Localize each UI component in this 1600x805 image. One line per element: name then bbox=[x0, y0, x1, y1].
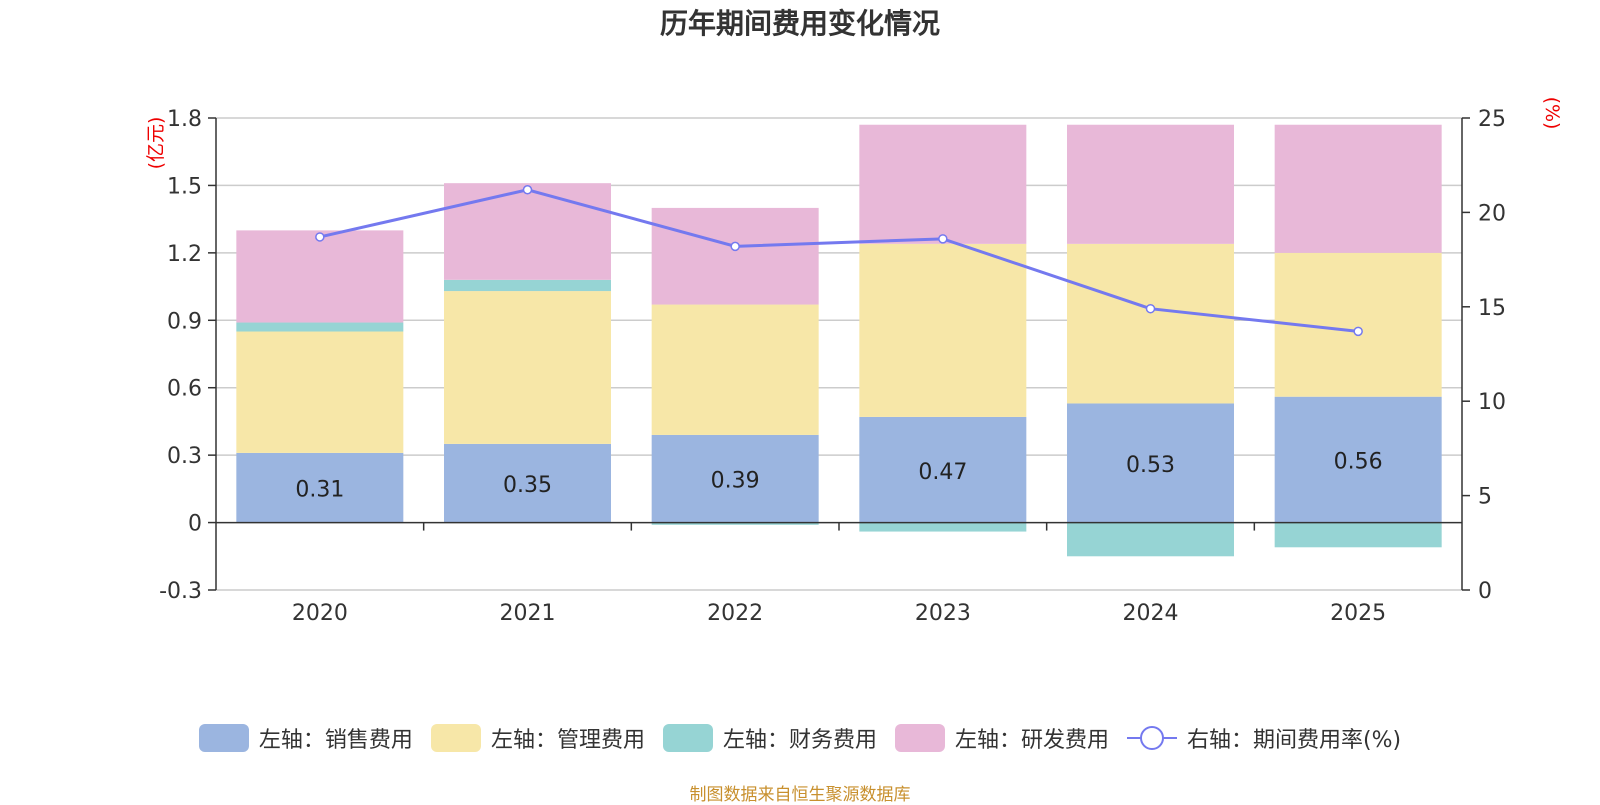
bar-sales-2021 bbox=[444, 443, 611, 523]
legend: 左轴：销售费用 左轴：管理费用 左轴：财务费用 左轴：研发费用 右轴：期间费用率… bbox=[0, 722, 1600, 754]
x-axis-label-2024: 2024 bbox=[1123, 601, 1179, 626]
legend-label-expense-rate: 右轴：期间费用率(%) bbox=[1186, 728, 1402, 753]
bar-rnd-2022 bbox=[651, 207, 819, 305]
bar-rnd-2024 bbox=[1067, 124, 1234, 244]
bar-admin-2022 bbox=[651, 304, 819, 435]
legend-swatch-rnd bbox=[894, 724, 945, 752]
legend-swatch-sales bbox=[198, 724, 249, 752]
bar-finance-2024 bbox=[1067, 522, 1234, 557]
left-axis-tick-label: 0 bbox=[188, 512, 202, 537]
right-axis-tick-label: 20 bbox=[1478, 201, 1506, 226]
left-axis-tick-label: 1.2 bbox=[167, 242, 202, 267]
data-label-sales-2022: 0.39 bbox=[711, 469, 760, 494]
bar-sales-2024 bbox=[1067, 403, 1234, 523]
data-label-sales-2021: 0.35 bbox=[503, 473, 552, 498]
x-axis-label-2020: 2020 bbox=[292, 601, 348, 626]
legend-label-rnd: 左轴：研发费用 bbox=[954, 728, 1109, 753]
left-axis-tick-label: 1.5 bbox=[167, 174, 202, 199]
legend-item-sales[interactable]: 左轴：销售费用 bbox=[198, 722, 413, 754]
bar-rnd-2025 bbox=[1274, 124, 1442, 253]
expense-rate-point-2022 bbox=[730, 241, 740, 252]
data-label-sales-2025: 0.56 bbox=[1334, 450, 1383, 475]
x-axis-label-2021: 2021 bbox=[500, 601, 556, 626]
x-axis-label-2023: 2023 bbox=[915, 601, 971, 626]
expense-rate-point-2024 bbox=[1145, 303, 1156, 314]
right-axis-tick-label: 0 bbox=[1478, 579, 1492, 604]
data-label-sales-2023: 0.47 bbox=[918, 460, 967, 485]
left-axis-tick-label: 1.8 bbox=[167, 107, 202, 132]
right-axis-tick-label: 15 bbox=[1478, 296, 1506, 321]
legend-item-rnd[interactable]: 左轴：研发费用 bbox=[894, 722, 1109, 754]
data-source-note: 制图数据来自恒生聚源数据库 bbox=[689, 785, 911, 805]
bar-rnd-2020 bbox=[236, 230, 404, 323]
right-axis-tick-label: 25 bbox=[1478, 107, 1506, 132]
right-axis-tick-label: 10 bbox=[1478, 390, 1506, 415]
bar-finance-2023 bbox=[859, 522, 1027, 532]
bar-admin-2024 bbox=[1067, 243, 1234, 404]
expense-rate-point-2023 bbox=[938, 234, 948, 244]
legend-label-sales: 左轴：销售费用 bbox=[258, 728, 413, 753]
left-axis-tick-label: 0.9 bbox=[167, 309, 202, 334]
expense-rate-line bbox=[319, 188, 1359, 333]
legend-swatch-finance bbox=[662, 724, 713, 752]
expense-rate-point-2021 bbox=[522, 184, 533, 195]
left-axis-tick-label: 0.3 bbox=[167, 444, 202, 469]
bar-sales-2023 bbox=[859, 416, 1027, 523]
legend-swatch-admin bbox=[430, 724, 481, 752]
x-axis-label-2025: 2025 bbox=[1330, 601, 1386, 626]
bar-admin-2023 bbox=[859, 243, 1027, 417]
bar-rnd-2021 bbox=[444, 183, 611, 280]
legend-swatch-expense-rate bbox=[1126, 724, 1177, 752]
expense-rate-point-2025 bbox=[1353, 326, 1363, 337]
bar-finance-2025 bbox=[1274, 522, 1442, 548]
chart-canvas: 1.8 1.5 1.2 0.9 0.6 0.3 0 -0.3 25 20 15 10 5 0 (亿元) (%)… bbox=[145, 97, 1563, 626]
legend-item-admin[interactable]: 左轴：管理费用 bbox=[430, 722, 645, 754]
bar-finance-2022 bbox=[651, 522, 819, 525]
legend-item-expense-rate[interactable]: 右轴：期间费用率(%) bbox=[1126, 722, 1402, 754]
left-axis-tick-label: 0.6 bbox=[167, 377, 202, 402]
chart-title: 历年期间费用变化情况 bbox=[659, 7, 940, 40]
bar-sales-2020 bbox=[236, 452, 404, 523]
right-axis-unit-label: (%) bbox=[1541, 97, 1563, 130]
data-label-sales-2020: 0.31 bbox=[295, 478, 344, 503]
bar-sales-2022 bbox=[651, 434, 819, 523]
legend-item-finance[interactable]: 左轴：财务费用 bbox=[662, 722, 877, 754]
right-axis-tick-label: 5 bbox=[1478, 485, 1492, 510]
bar-sales-2025 bbox=[1274, 396, 1442, 523]
bar-finance-2020 bbox=[236, 322, 404, 332]
bar-rnd-2023 bbox=[859, 124, 1027, 244]
data-label-sales-2024: 0.53 bbox=[1126, 453, 1175, 478]
bar-finance-2021 bbox=[444, 279, 611, 292]
expense-rate-point-2020 bbox=[315, 232, 325, 242]
x-axis-label-2022: 2022 bbox=[707, 601, 763, 626]
legend-label-admin: 左轴：管理费用 bbox=[490, 728, 645, 753]
left-axis-unit-label: (亿元) bbox=[145, 117, 167, 170]
bar-admin-2020 bbox=[236, 331, 404, 453]
left-axis-tick-label: -0.3 bbox=[159, 579, 202, 604]
legend-label-finance: 左轴：财务费用 bbox=[722, 728, 877, 753]
bar-admin-2021 bbox=[444, 291, 611, 444]
